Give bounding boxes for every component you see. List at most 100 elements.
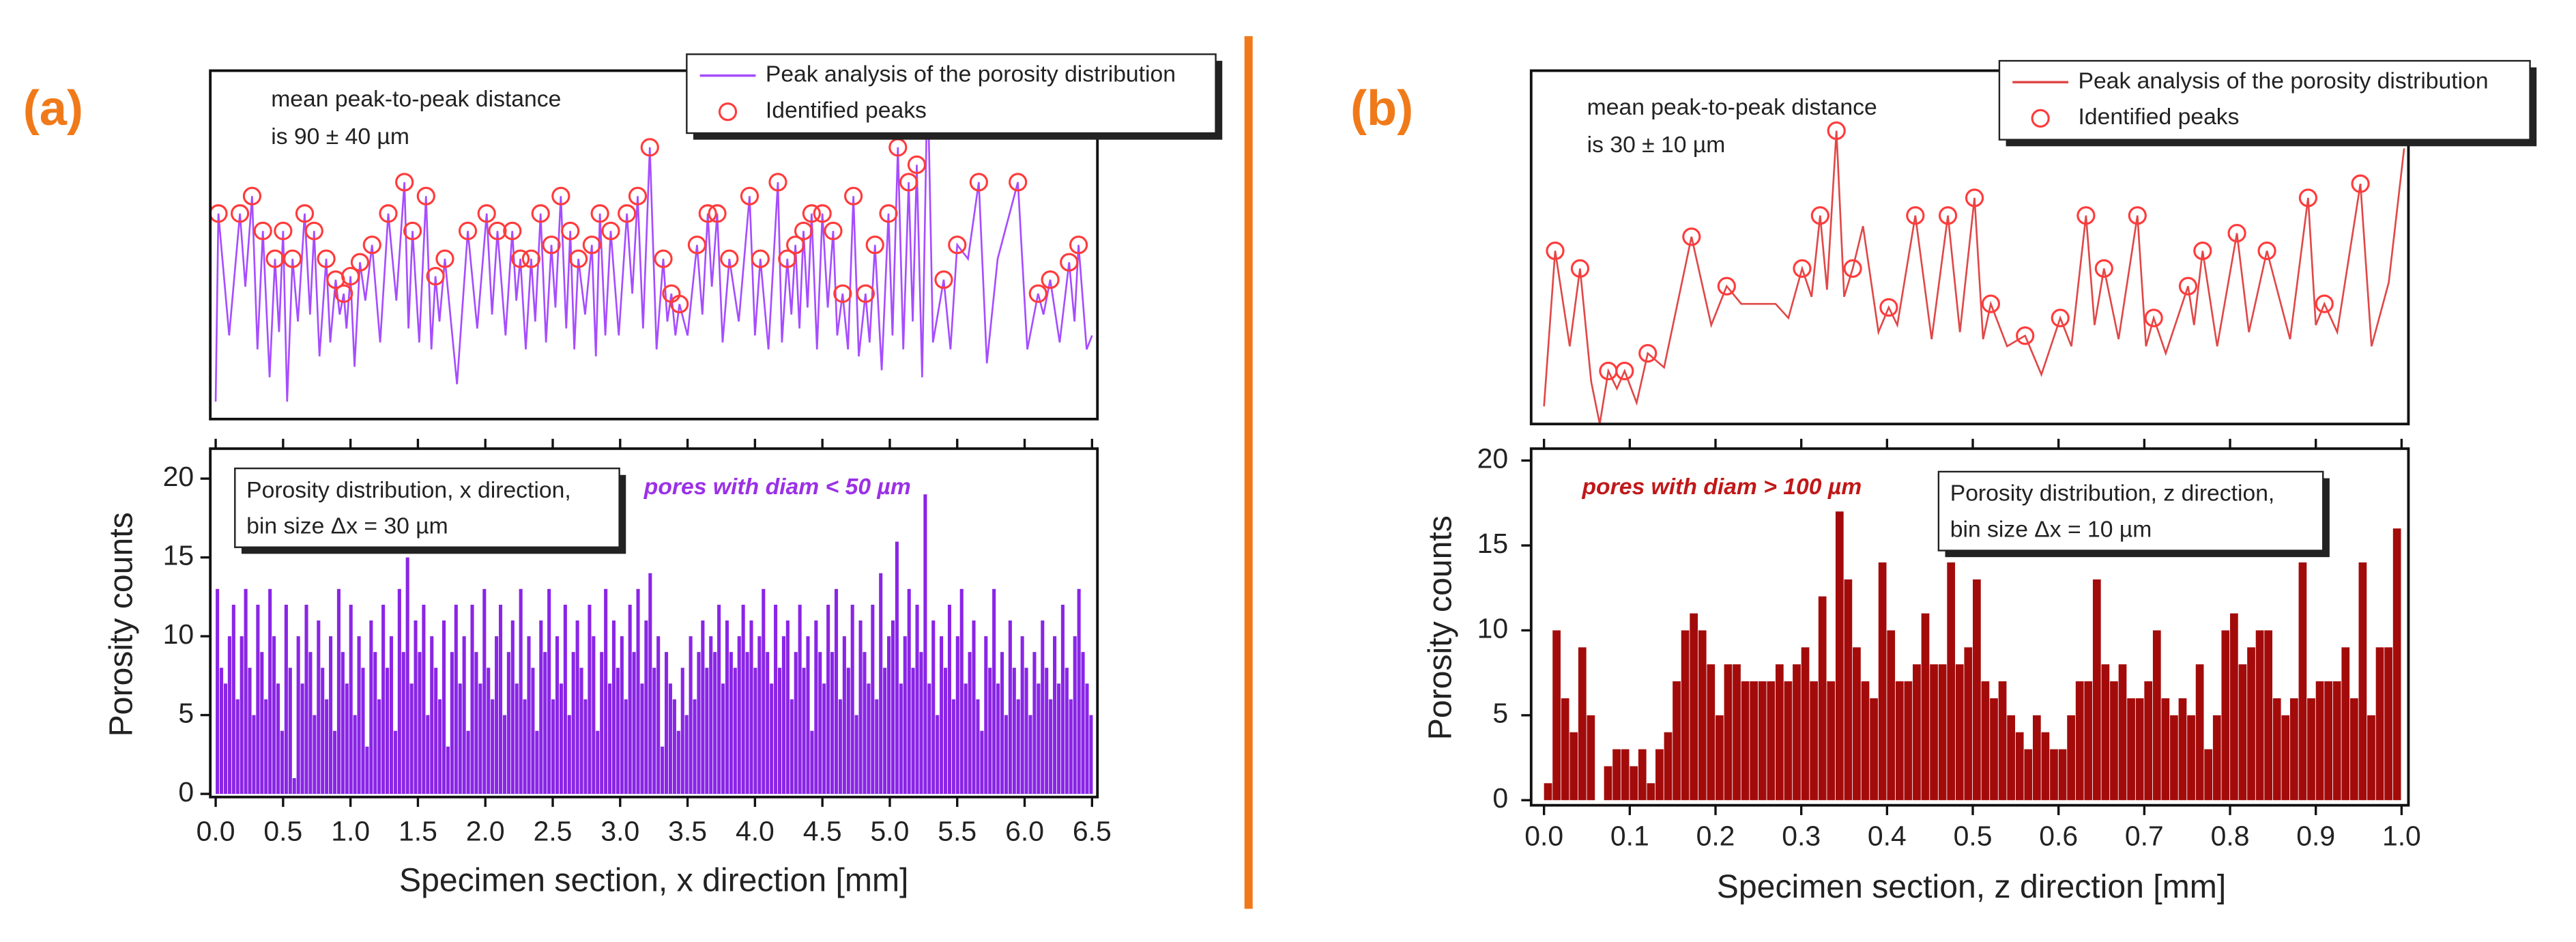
- histogram-bar: [592, 636, 596, 795]
- histogram-bar: [519, 588, 523, 795]
- histogram-bar: [644, 620, 648, 795]
- peak-marker: [698, 204, 717, 223]
- histogram-bar: [1085, 683, 1089, 795]
- histogram-bar: [567, 715, 571, 795]
- histogram-bar: [895, 541, 899, 795]
- histogram-bar: [308, 652, 313, 795]
- legend: [686, 53, 1217, 134]
- histogram-bar: [1004, 715, 1008, 795]
- histogram-bar: [462, 636, 466, 795]
- histogram-bar: [705, 668, 709, 795]
- line: [214, 74, 1093, 402]
- peak-marker: [2351, 174, 2370, 193]
- histogram-bar: [434, 668, 438, 795]
- histogram-bar: [745, 652, 749, 795]
- histogram-bar: [2375, 647, 2384, 801]
- x-tick-label: 0.9: [2296, 820, 2335, 852]
- x-tick-label: 0.5: [263, 815, 302, 846]
- histogram-bar: [426, 715, 430, 795]
- plot-frame: [1529, 69, 2410, 426]
- panel-label: (b): [1350, 81, 1413, 136]
- histogram-bar: [628, 604, 632, 795]
- annotation: Porosity distribution, x direction,: [246, 477, 571, 503]
- histogram-bar: [733, 668, 737, 795]
- histogram-bar: [980, 730, 984, 795]
- peak-marker: [488, 221, 507, 240]
- peak-marker: [1028, 284, 1047, 303]
- x-tick-label: 3.0: [600, 815, 639, 846]
- histogram-bar: [466, 730, 470, 795]
- plot-frame: [1529, 447, 2410, 807]
- histogram-bar: [369, 620, 373, 795]
- annotation-box: [1937, 470, 2324, 552]
- peak-marker: [510, 249, 530, 268]
- histogram-bar: [1707, 664, 1716, 801]
- peak-marker: [786, 235, 805, 255]
- peak-marker: [395, 173, 414, 192]
- x-tick-label: 4.0: [736, 815, 775, 846]
- histogram-bar: [1604, 766, 1612, 801]
- y-tick-label: 0: [178, 776, 194, 808]
- histogram-bar: [802, 668, 806, 795]
- legend-label: Peak analysis of the porosity distributi…: [2079, 68, 2489, 94]
- histogram-bar: [1964, 647, 1973, 801]
- y-tick-label: 10: [1477, 612, 1509, 644]
- histogram-bar: [717, 604, 721, 795]
- peak-marker: [503, 221, 522, 240]
- histogram-bar: [1673, 681, 1681, 801]
- histogram-bar: [454, 604, 458, 795]
- histogram-bar: [575, 620, 579, 795]
- y-tick-label: 0: [1492, 782, 1508, 814]
- histogram-bar: [604, 588, 608, 795]
- histogram-bar: [2392, 528, 2401, 801]
- histogram-bar: [446, 746, 450, 795]
- annotation: mean peak-to-peak distance: [271, 86, 561, 112]
- histogram-bar: [915, 604, 919, 795]
- histogram-bar: [1544, 783, 1552, 801]
- histogram-bar: [2127, 698, 2135, 801]
- histogram-bar: [304, 604, 308, 795]
- peak-marker: [1906, 206, 1925, 225]
- histogram-bar: [600, 652, 604, 795]
- x-tick-label: 0.8: [2211, 820, 2250, 852]
- peak-marker: [2094, 259, 2113, 278]
- histogram-bar: [721, 683, 725, 795]
- peak-marker: [601, 221, 620, 240]
- histogram-bar: [1793, 664, 1801, 801]
- histogram-bar: [495, 636, 499, 795]
- histogram-bar: [2230, 613, 2238, 801]
- peak-marker: [1546, 241, 1565, 261]
- histogram-bar: [1853, 647, 1861, 801]
- histogram-bar: [450, 652, 454, 795]
- histogram-bar: [386, 668, 390, 795]
- histogram-bar: [1638, 749, 1647, 801]
- peak-marker: [477, 204, 496, 223]
- peak-marker: [362, 235, 381, 255]
- histogram-bar: [2281, 715, 2290, 801]
- peak-marker: [708, 204, 727, 223]
- histogram-bar: [256, 604, 260, 795]
- histogram-bar: [2024, 749, 2033, 801]
- histogram-bar: [1775, 664, 1784, 801]
- peak-marker: [1069, 235, 1088, 255]
- histogram-bar: [1000, 652, 1004, 795]
- histogram-bar: [818, 652, 822, 795]
- histogram-bar: [268, 588, 272, 795]
- peak-marker: [2016, 326, 2035, 345]
- peak-marker: [426, 267, 445, 286]
- histogram-bar: [430, 636, 434, 795]
- histogram-bar: [381, 604, 386, 795]
- histogram-bar: [1069, 699, 1073, 795]
- histogram-bar: [729, 652, 733, 795]
- histogram-bar: [672, 699, 676, 795]
- peak-marker: [670, 294, 689, 314]
- histogram-bar: [1630, 766, 1638, 801]
- x-tick-label: 5.5: [938, 815, 976, 846]
- histogram-bar: [1073, 636, 1077, 795]
- histogram-bar: [1552, 630, 1561, 801]
- histogram-bar: [357, 636, 361, 795]
- x-tick-label: 6.5: [1073, 815, 1112, 846]
- histogram-bar: [737, 636, 741, 795]
- histogram-bar: [620, 636, 624, 795]
- histogram-bar: [846, 668, 850, 795]
